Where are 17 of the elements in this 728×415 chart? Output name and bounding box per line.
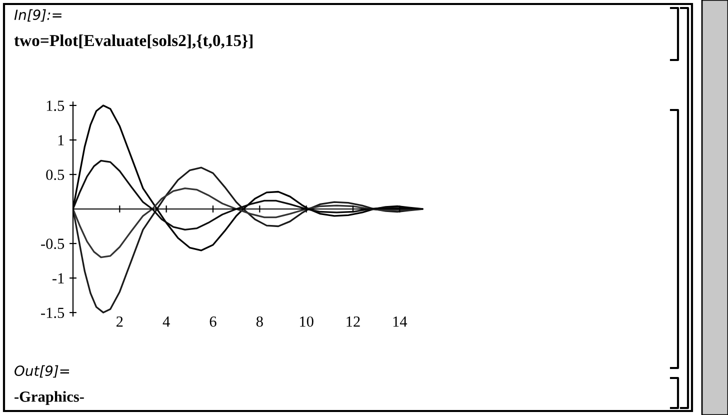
y-tick-label: -0.5 bbox=[41, 238, 64, 250]
text: In[9]:= bbox=[14, 9, 62, 22]
y-tick-label: 1 bbox=[58, 135, 64, 146]
x-tick-label: 6 bbox=[210, 316, 216, 327]
y-tick-label: 0.5 bbox=[46, 170, 64, 180]
text: two=Plot[Evaluate[sols2],{t,0,15}] bbox=[14, 34, 252, 49]
y-tick-label: 1.5 bbox=[46, 100, 64, 111]
x-tick-label: 2 bbox=[116, 316, 123, 327]
text: -Graphics- bbox=[14, 391, 84, 405]
y-tick-label: -1 bbox=[52, 273, 64, 284]
x-tick-label: 12 bbox=[346, 316, 360, 327]
x-tick-label: 10 bbox=[300, 316, 314, 327]
x-tick-label: 4 bbox=[162, 316, 170, 327]
text: Out[9]= bbox=[14, 365, 70, 378]
x-tick-label: 8 bbox=[256, 316, 263, 327]
y-tick-label: -1.5 bbox=[41, 308, 64, 318]
x-tick-label: 14 bbox=[393, 316, 408, 327]
